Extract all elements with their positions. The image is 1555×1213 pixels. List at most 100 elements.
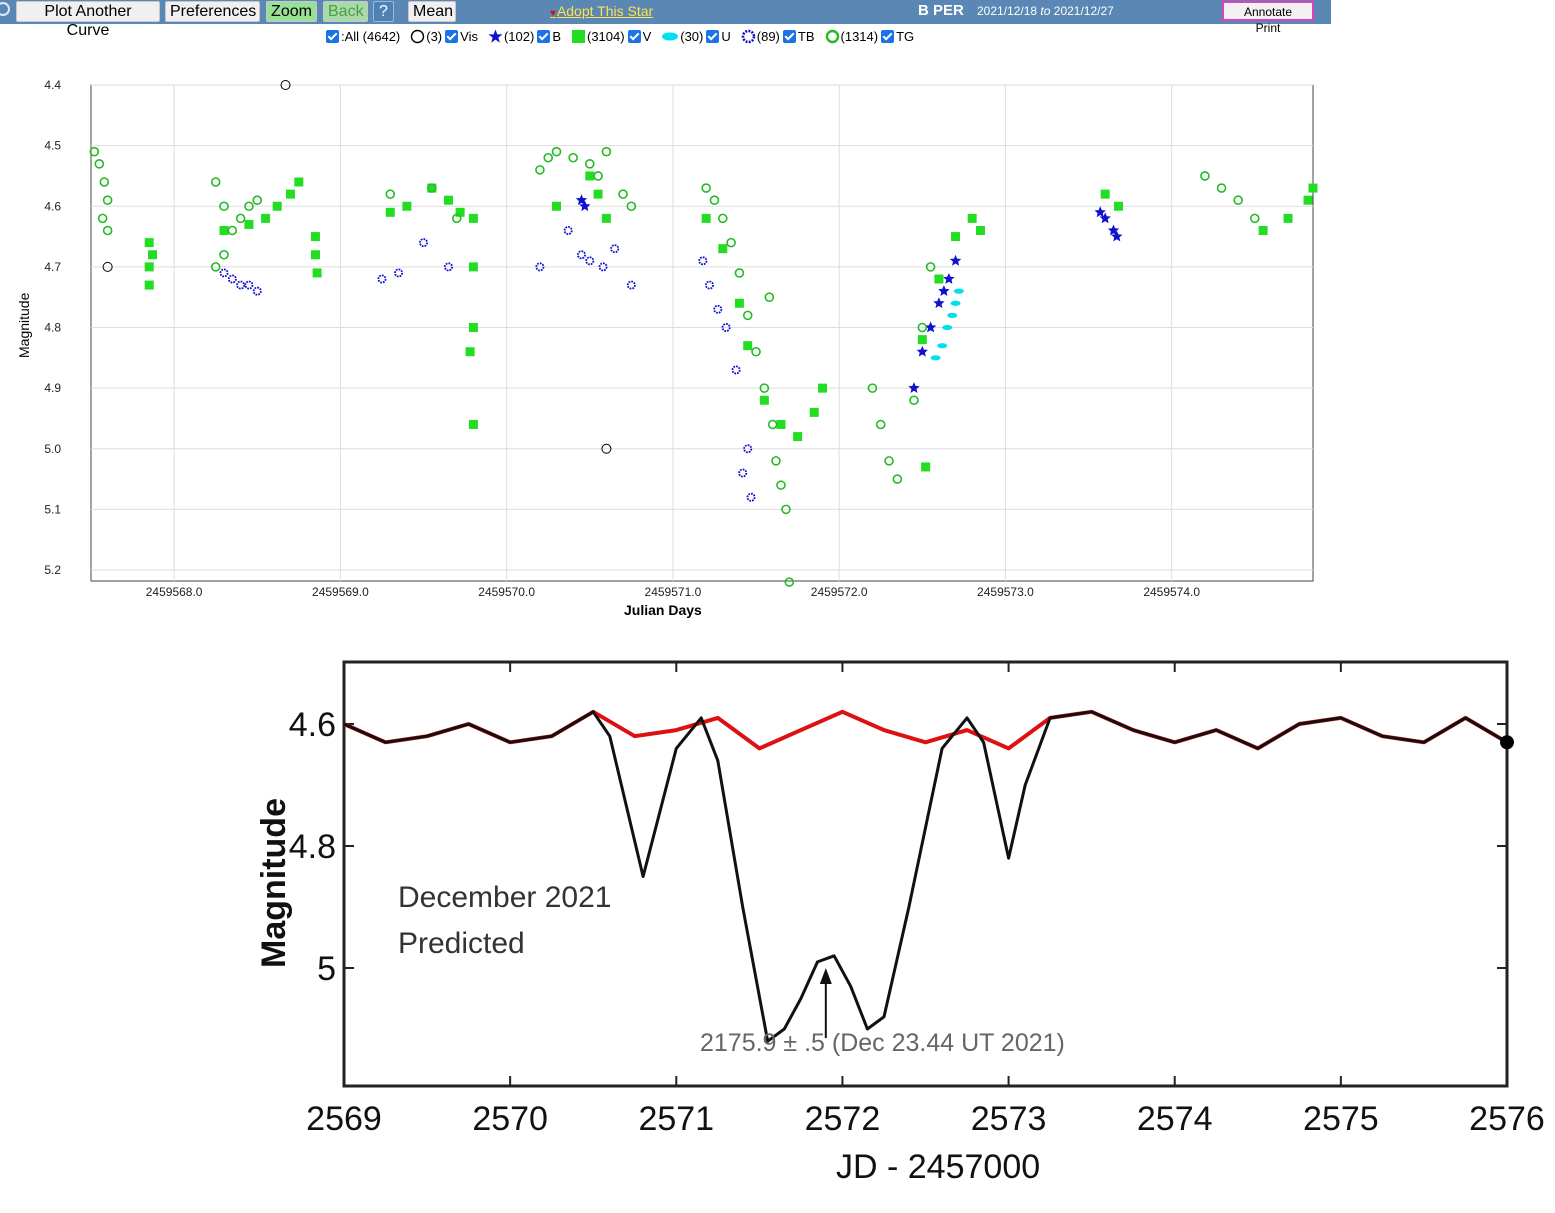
data-point bbox=[468, 420, 478, 429]
x-tick-label: 2573 bbox=[971, 1100, 1047, 1138]
date-range: 2021/12/18 to 2021/12/27 bbox=[977, 4, 1114, 18]
series-b bbox=[575, 194, 1123, 393]
data-point bbox=[892, 474, 903, 484]
blue-gear-circle-icon bbox=[741, 29, 756, 43]
data-point bbox=[717, 213, 728, 224]
data-point bbox=[626, 201, 637, 212]
zoom-button[interactable]: Zoom bbox=[266, 1, 317, 22]
cyan-ellipse-icon bbox=[662, 32, 679, 40]
data-point bbox=[210, 262, 221, 272]
x-tick-label: 2570 bbox=[472, 1100, 548, 1138]
black-predicted-line bbox=[343, 710, 1508, 1043]
data-point bbox=[867, 383, 878, 393]
adopt-star-label: Adopt This Star bbox=[556, 3, 654, 19]
data-point bbox=[451, 213, 462, 224]
data-point bbox=[102, 195, 113, 205]
data-point bbox=[252, 195, 263, 205]
data-point bbox=[618, 189, 628, 199]
data-point bbox=[144, 280, 154, 290]
data-point bbox=[551, 146, 562, 157]
arrow-head-icon bbox=[819, 968, 832, 984]
data-point bbox=[743, 444, 753, 454]
data-point bbox=[535, 165, 545, 175]
series-vis bbox=[102, 80, 612, 454]
data-point bbox=[746, 492, 756, 502]
series-lines bbox=[343, 709, 1509, 1043]
data-point bbox=[701, 183, 711, 193]
data-point bbox=[1111, 230, 1123, 242]
help-button[interactable]: ? bbox=[373, 1, 394, 22]
legend-item-tb[interactable]: (89) TB bbox=[737, 29, 815, 44]
legend-item-tg[interactable]: (1314) TG bbox=[821, 28, 915, 44]
data-point bbox=[950, 300, 961, 306]
data-point bbox=[94, 159, 105, 169]
y-axis-title: Magnitude bbox=[255, 798, 293, 968]
annotate-print-button[interactable]: Annotate Print bbox=[1222, 1, 1314, 35]
light-curve-chart[interactable]: 4.44.54.64.74.84.95.05.15.2 2459568.0 245… bbox=[0, 48, 1330, 623]
x-tick-label: 2572 bbox=[805, 1100, 881, 1138]
grid-lines bbox=[91, 84, 1313, 581]
mean-button[interactable]: Mean bbox=[408, 1, 456, 22]
data-point bbox=[921, 462, 931, 472]
y-tick-label: 5.1 bbox=[44, 502, 61, 516]
y-tick-label: 4.9 bbox=[44, 381, 61, 395]
checkbox-b[interactable] bbox=[537, 29, 551, 43]
checkbox-tg[interactable] bbox=[881, 29, 895, 43]
legend-item-vis[interactable]: (3) Vis bbox=[406, 29, 478, 44]
x-tick-label: 2569 bbox=[306, 1100, 382, 1138]
data-point bbox=[1250, 213, 1260, 224]
legend-name: TG bbox=[896, 28, 915, 44]
data-point bbox=[402, 201, 412, 211]
x-tick-label: 2576 bbox=[1469, 1100, 1545, 1138]
data-point bbox=[584, 159, 595, 169]
x-tick-label: 2459570.0 bbox=[478, 585, 535, 599]
data-point bbox=[576, 250, 586, 260]
predicted-curve-chart: 2569 2570 2571 2572 2573 2574 2575 25764.64.85 … bbox=[255, 660, 1545, 1186]
legend-all[interactable]: :All (4642) bbox=[326, 29, 400, 44]
data-point bbox=[227, 225, 238, 236]
data-point bbox=[947, 312, 958, 318]
x-axis-title: JD - 2457000 bbox=[836, 1148, 1040, 1186]
data-point bbox=[908, 382, 920, 393]
checkbox-tb[interactable] bbox=[782, 29, 796, 43]
adopt-star-link[interactable]: ♥Adopt This Star bbox=[550, 3, 653, 19]
legend-item-v[interactable]: (3104) V bbox=[567, 29, 651, 44]
data-point bbox=[764, 292, 775, 302]
checkbox-u[interactable] bbox=[706, 29, 720, 43]
gear-icon[interactable] bbox=[0, 2, 10, 16]
data-points bbox=[89, 80, 1318, 587]
data-point bbox=[718, 244, 728, 254]
checkbox-all[interactable] bbox=[326, 29, 339, 43]
checkbox-v[interactable] bbox=[627, 29, 641, 43]
legend-item-b[interactable]: (102) B bbox=[484, 29, 561, 44]
x-tick-label: 2459574.0 bbox=[1143, 585, 1200, 599]
data-point bbox=[909, 395, 919, 406]
note-line-1: December 2021 bbox=[398, 881, 611, 914]
data-point bbox=[593, 171, 603, 181]
plot-area[interactable] bbox=[90, 84, 1314, 582]
data-point bbox=[1308, 183, 1318, 193]
data-point bbox=[949, 254, 962, 266]
y-tick-label: 5 bbox=[317, 950, 336, 988]
data-point bbox=[227, 274, 237, 284]
data-point bbox=[1283, 213, 1293, 223]
data-point bbox=[144, 238, 154, 248]
data-point bbox=[219, 226, 229, 235]
plot-another-curve-button[interactable]: Plot Another Curve bbox=[16, 1, 160, 39]
data-point bbox=[713, 304, 723, 314]
data-point bbox=[726, 237, 736, 248]
data-point bbox=[967, 213, 977, 223]
end-point-marker bbox=[1500, 735, 1514, 750]
data-point bbox=[148, 250, 158, 260]
preferences-button[interactable]: Preferences bbox=[165, 1, 260, 22]
data-point bbox=[776, 420, 786, 429]
checkbox-vis[interactable] bbox=[445, 29, 459, 43]
data-point bbox=[585, 256, 595, 266]
legend-name: V bbox=[642, 28, 652, 44]
annotation-group: 2175.9 ± .5 (Dec 23.44 UT 2021) bbox=[700, 735, 1514, 1057]
x-tick-label: 2459569.0 bbox=[312, 585, 369, 599]
data-point bbox=[942, 324, 953, 331]
data-point bbox=[701, 213, 711, 223]
back-button[interactable]: Back bbox=[323, 1, 368, 22]
legend-item-u[interactable]: (30) U bbox=[657, 29, 731, 44]
